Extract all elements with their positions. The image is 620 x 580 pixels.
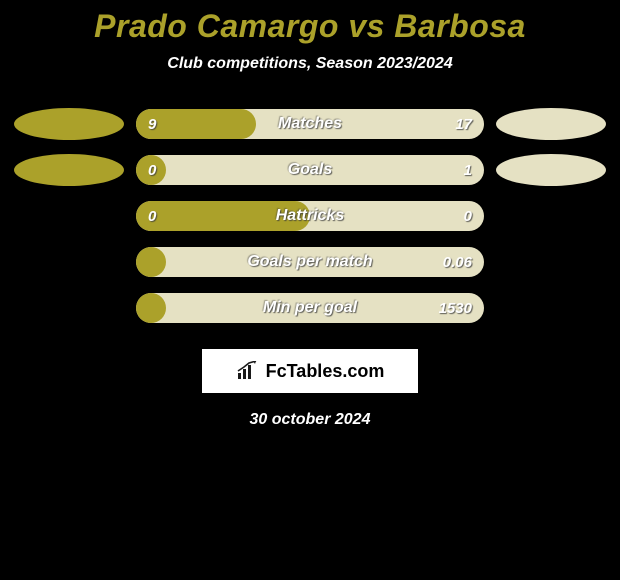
right-oval xyxy=(496,108,606,140)
stat-label: Matches xyxy=(136,109,484,139)
stat-row: 01Goals xyxy=(0,147,620,193)
stat-label: Goals xyxy=(136,155,484,185)
stage: Prado Camargo vs Barbosa Club competitio… xyxy=(0,0,620,580)
stat-bar: 01Goals xyxy=(136,155,484,185)
stat-bar: 0.06Goals per match xyxy=(136,247,484,277)
right-oval xyxy=(496,154,606,186)
stat-row: 1530Min per goal xyxy=(0,285,620,331)
stat-label: Goals per match xyxy=(136,247,484,277)
stat-label: Hattricks xyxy=(136,201,484,231)
stat-row: 917Matches xyxy=(0,101,620,147)
stat-rows: 917Matches 01Goals 00Hattricks 0.06Goals pe… xyxy=(0,101,620,331)
logo-text: FcTables.com xyxy=(266,361,385,382)
stat-bar: 1530Min per goal xyxy=(136,293,484,323)
stat-bar: 917Matches xyxy=(136,109,484,139)
stat-bar: 00Hattricks xyxy=(136,201,484,231)
subtitle: Club competitions, Season 2023/2024 xyxy=(0,55,620,73)
logo-box: FcTables.com xyxy=(202,349,418,393)
stat-row: 00Hattricks xyxy=(0,193,620,239)
left-oval xyxy=(14,108,124,140)
left-oval xyxy=(14,154,124,186)
page-title: Prado Camargo vs Barbosa xyxy=(0,0,620,45)
chart-icon xyxy=(236,361,260,381)
stat-row: 0.06Goals per match xyxy=(0,239,620,285)
stat-label: Min per goal xyxy=(136,293,484,323)
date-text: 30 october 2024 xyxy=(0,411,620,429)
